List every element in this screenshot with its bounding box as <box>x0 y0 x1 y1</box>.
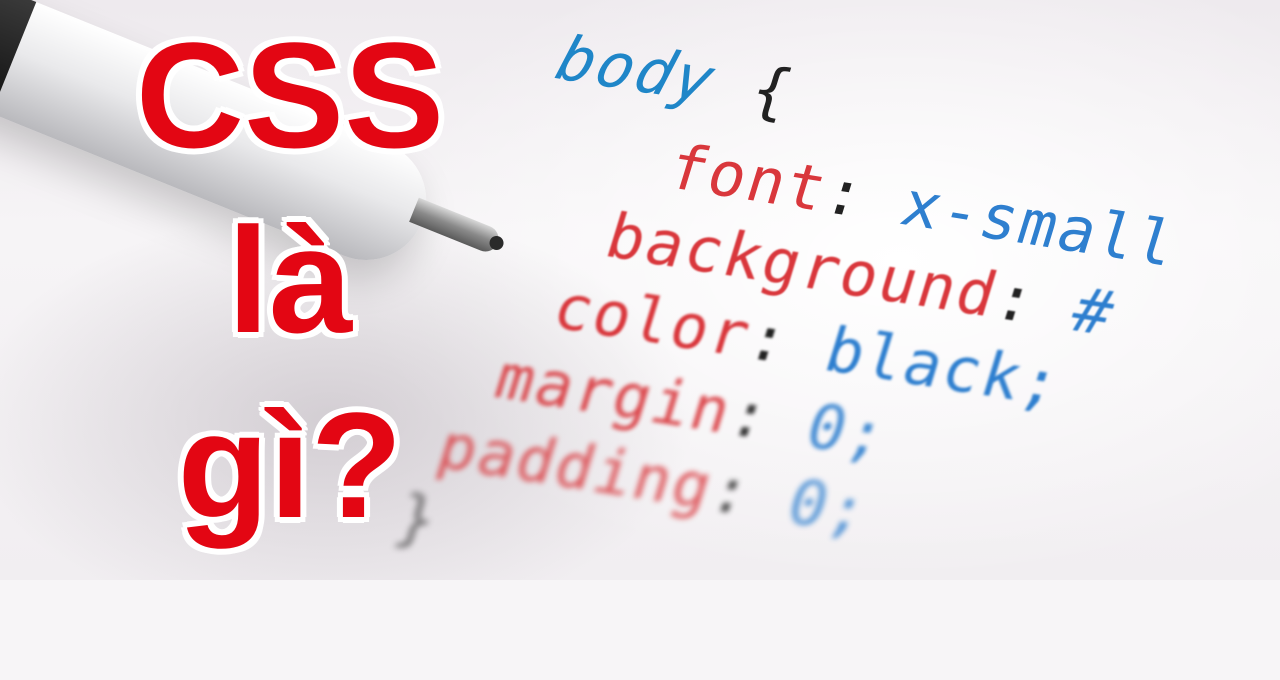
code-open-brace: { <box>742 52 803 129</box>
headline-line-3: gì? <box>177 381 403 549</box>
headline-line-1: CSS <box>135 11 445 179</box>
headline: CSS là gì? <box>60 0 520 580</box>
headline-line-2: là <box>227 196 353 364</box>
